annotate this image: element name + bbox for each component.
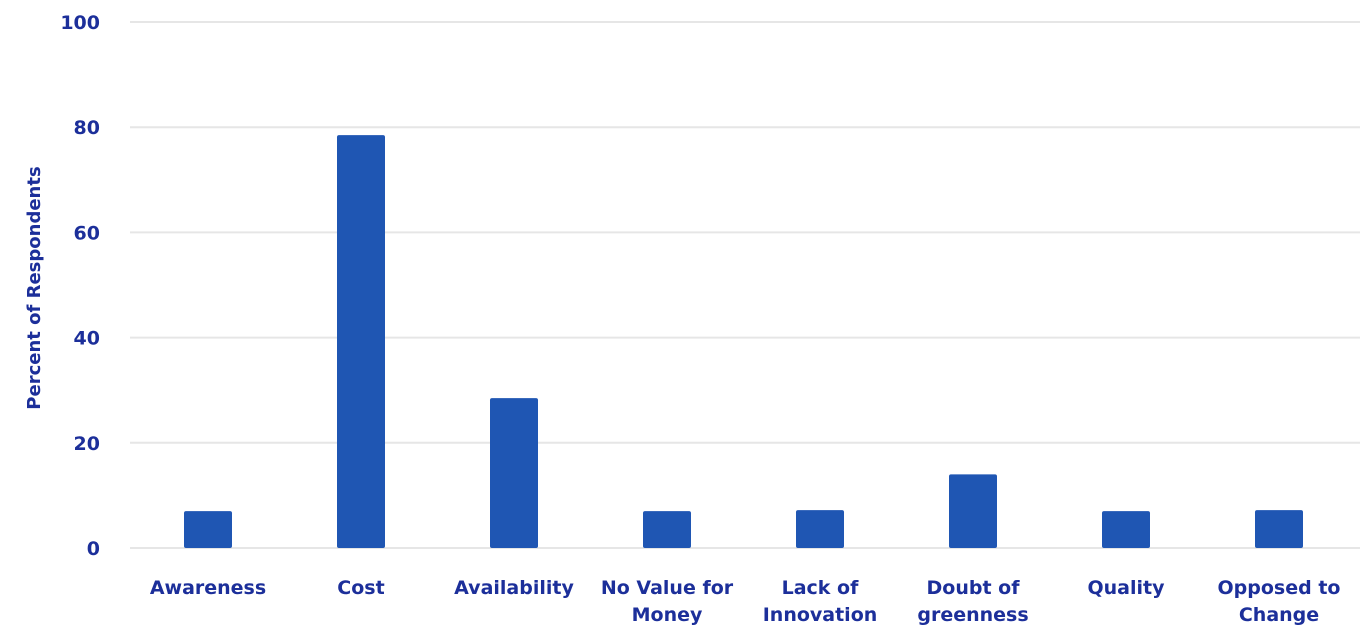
x-tick-label: Doubt of greenness [917, 577, 1028, 626]
y-axis-ticks: 0 20 40 60 80 100 [60, 12, 100, 560]
x-tick-label: Lack of Innovation [763, 577, 878, 626]
bar [949, 474, 997, 548]
y-axis-title: Percent of Respondents [24, 166, 45, 409]
y-tick-label: 20 [74, 433, 100, 455]
x-tick-label-line: Change [1239, 604, 1319, 626]
y-tick-label: 100 [60, 12, 100, 34]
y-tick-label: 0 [87, 538, 100, 560]
bar [490, 398, 538, 548]
bar [643, 511, 691, 548]
y-tick-label: 60 [74, 222, 100, 244]
x-tick-label-line: Doubt of [927, 577, 1021, 599]
x-tick-label-line: Money [632, 604, 703, 626]
gridlines [130, 21, 1360, 549]
x-tick-label-line: Lack of [782, 577, 859, 599]
bar [1102, 511, 1150, 548]
bar [337, 135, 385, 548]
x-axis-labels: Awareness Cost Availability No Value for Mon… [150, 577, 1341, 626]
x-tick-label-line: No Value for [601, 577, 734, 599]
x-tick-label-line: Cost [337, 577, 384, 599]
bar [1255, 510, 1303, 548]
x-tick-label-line: Awareness [150, 577, 266, 599]
x-tick-label: Awareness [150, 577, 266, 599]
x-tick-label: Opposed to Change [1218, 577, 1341, 626]
bar [796, 510, 844, 548]
x-tick-label-line: greenness [917, 604, 1028, 626]
bars [184, 135, 1303, 548]
x-tick-label-line: Innovation [763, 604, 878, 626]
x-tick-label: Quality [1088, 577, 1166, 599]
x-tick-label-line: Quality [1088, 577, 1166, 599]
x-tick-label-line: Availability [454, 577, 574, 599]
x-tick-label: Cost [337, 577, 384, 599]
x-tick-label: Availability [454, 577, 574, 599]
y-tick-label: 80 [74, 117, 100, 139]
bar [184, 511, 232, 548]
x-tick-label-line: Opposed to [1218, 577, 1341, 599]
y-tick-label: 40 [74, 328, 100, 350]
x-tick-label: No Value for Money [601, 577, 734, 626]
